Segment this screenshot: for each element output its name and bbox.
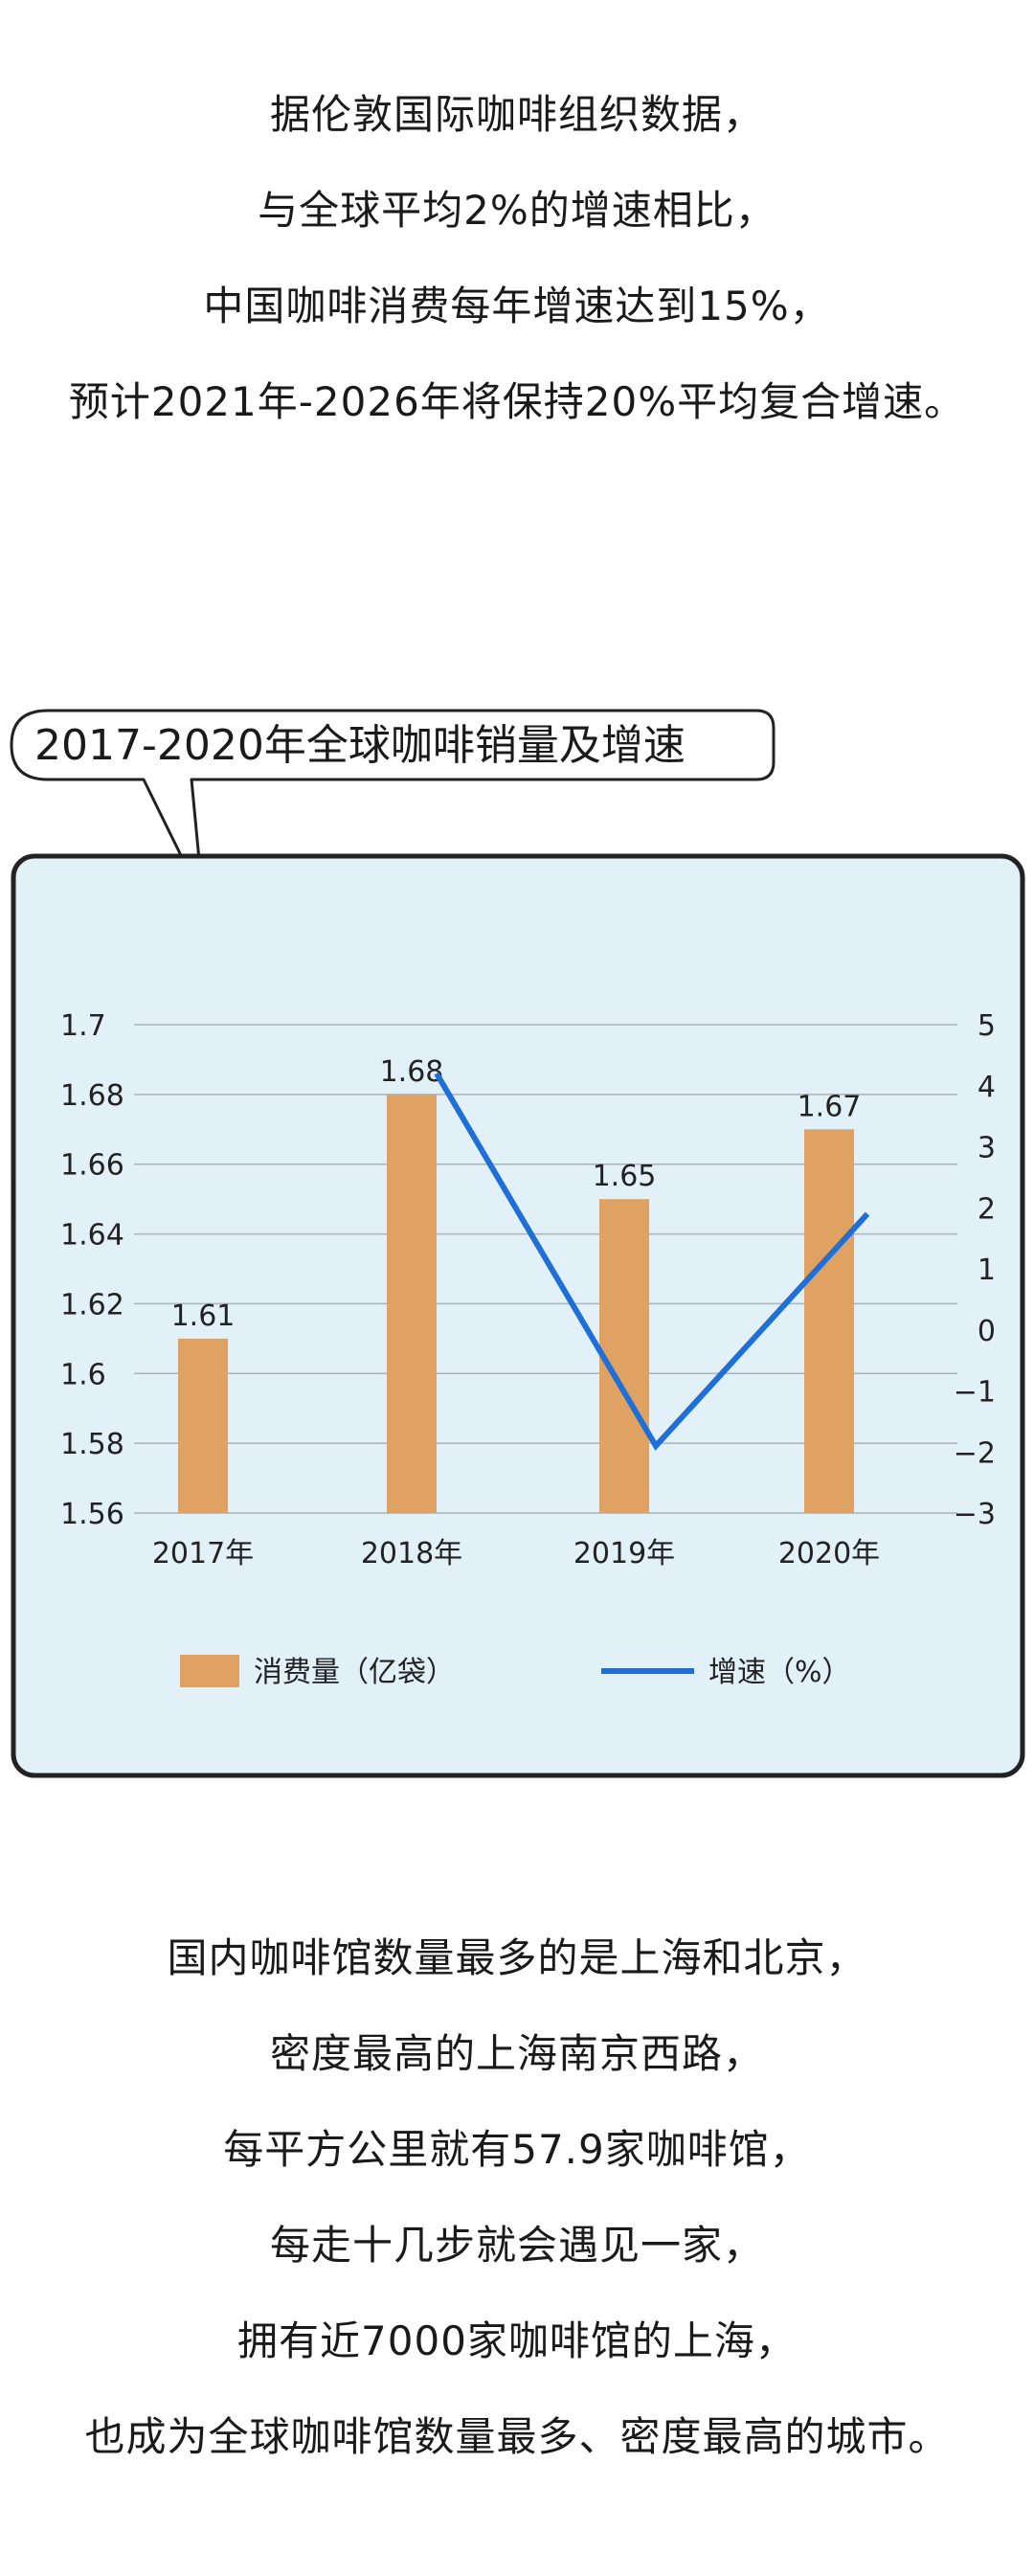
left-tick-label: 1.66 — [60, 1149, 124, 1183]
bar — [804, 1129, 854, 1513]
outro-line: 也成为全球咖啡馆数量最多、密度最高的城市。 — [84, 2413, 950, 2460]
right-tick-label: 5 — [978, 1009, 996, 1043]
category-label: 2020年 — [778, 1537, 880, 1570]
legend: 消费量（亿袋） 增速（%） — [180, 1655, 851, 1689]
right-tick-label: 2 — [978, 1192, 996, 1226]
outro-line: 拥有近7000家咖啡馆的上海， — [237, 2317, 797, 2364]
left-tick-label: 1.6 — [60, 1358, 106, 1391]
left-axis: 1.7 1.68 1.66 1.64 1.62 1.6 1.58 1.56 — [60, 1009, 124, 1531]
bar — [387, 1094, 437, 1513]
right-tick-label: −1 — [954, 1376, 996, 1410]
chart-panel: 1.7 1.68 1.66 1.64 1.62 1.6 1.58 1.56 5 4 3 2 1 0 −1 −… — [11, 853, 1025, 1778]
intro-line: 预计2021年-2026年将保持20%平均复合增速。 — [68, 378, 966, 425]
intro-paragraph: 据伦敦国际咖啡组织数据， 与全球平均2%的增速相比， 中国咖啡消费每年增速达到1… — [0, 67, 1034, 450]
left-tick-label: 1.68 — [60, 1079, 124, 1113]
chart-background — [11, 853, 1025, 1778]
bar — [599, 1199, 649, 1513]
left-tick-label: 1.64 — [60, 1219, 124, 1253]
category-label: 2018年 — [361, 1537, 462, 1570]
bar-value-label: 1.65 — [593, 1160, 657, 1193]
outro-line: 每走十几步就会遇见一家， — [269, 2222, 764, 2269]
intro-line: 与全球平均2%的增速相比， — [258, 187, 776, 234]
chart-title: 2017-2020年全球咖啡销量及增速 — [34, 721, 686, 770]
right-axis: 5 4 3 2 1 0 −1 −2 −3 — [954, 1009, 996, 1531]
x-axis: 2017年 2018年 2019年 2020年 — [152, 1537, 880, 1570]
category-label: 2019年 — [573, 1537, 675, 1570]
outro-line: 国内咖啡馆数量最多的是上海和北京， — [167, 1934, 867, 1981]
outro-line: 密度最高的上海南京西路， — [269, 2030, 764, 2077]
outro-line: 每平方公里就有57.9家咖啡馆， — [223, 2126, 811, 2173]
line-series — [434, 1072, 870, 1451]
left-tick-label: 1.58 — [60, 1428, 124, 1461]
left-tick-label: 1.62 — [60, 1288, 124, 1322]
bar-value-label: 1.68 — [380, 1055, 444, 1089]
right-tick-label: 0 — [978, 1315, 996, 1348]
chart-title-callout: 2017-2020年全球咖啡销量及增速 — [0, 699, 1034, 910]
legend-bar-swatch — [180, 1655, 239, 1687]
legend-line-label: 增速（%） — [708, 1656, 851, 1689]
right-tick-label: 4 — [978, 1071, 996, 1104]
right-tick-label: −3 — [954, 1498, 996, 1531]
category-label: 2017年 — [152, 1537, 254, 1570]
bar-series: 1.61 1.68 1.65 1.67 — [171, 1055, 862, 1513]
right-tick-label: −2 — [954, 1436, 996, 1470]
right-tick-label: 3 — [978, 1132, 996, 1165]
bar-value-label: 1.67 — [798, 1090, 862, 1123]
bar-value-label: 1.61 — [171, 1299, 236, 1333]
left-tick-label: 1.7 — [60, 1009, 106, 1043]
left-tick-label: 1.56 — [60, 1498, 124, 1531]
legend-bar-label: 消费量（亿袋） — [254, 1656, 455, 1689]
bar — [178, 1338, 228, 1513]
intro-line: 据伦敦国际咖啡组织数据， — [269, 91, 764, 138]
intro-line: 中国咖啡消费每年增速达到15%， — [203, 282, 831, 329]
outro-paragraph: 国内咖啡馆数量最多的是上海和北京， 密度最高的上海南京西路， 每平方公里就有57… — [0, 1910, 1034, 2485]
right-tick-label: 1 — [978, 1254, 996, 1287]
